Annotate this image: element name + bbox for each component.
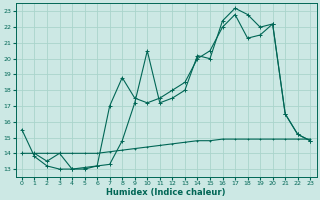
X-axis label: Humidex (Indice chaleur): Humidex (Indice chaleur) xyxy=(106,188,226,197)
